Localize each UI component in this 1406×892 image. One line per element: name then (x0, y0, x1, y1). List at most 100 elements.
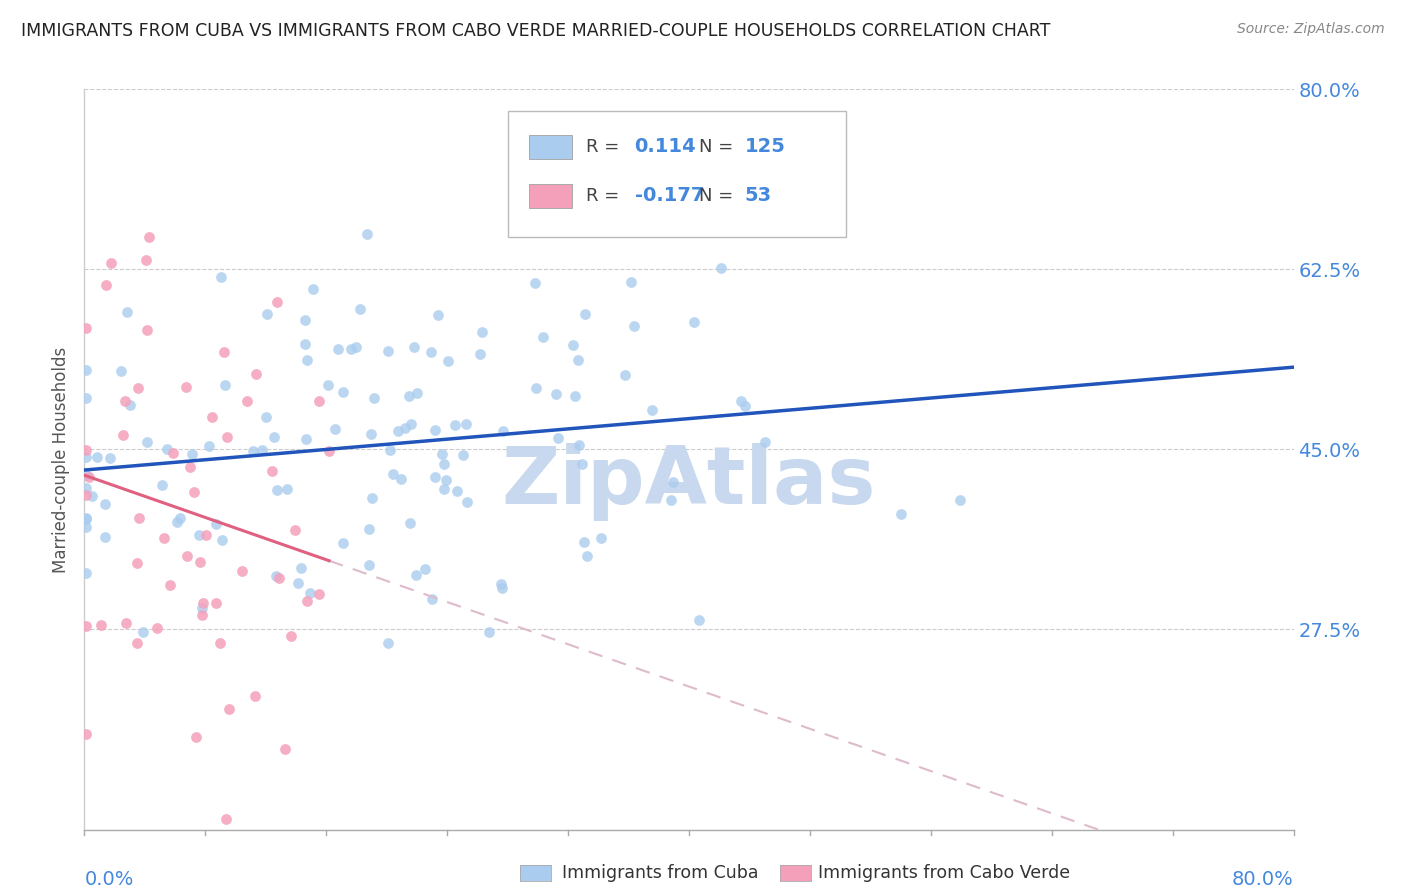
Point (949, 493, 972, 508)
Point (201, 410, 224, 425)
Point (710, 260, 733, 275)
Point (456, 495, 478, 509)
Point (183, 484, 205, 499)
Point (266, 294, 288, 309)
Text: 0.114: 0.114 (634, 137, 696, 156)
Point (209, 270, 232, 285)
Text: R =: R = (586, 138, 626, 156)
Text: R =: R = (586, 186, 626, 205)
Point (214, 377, 236, 392)
FancyBboxPatch shape (508, 112, 846, 237)
Point (204, 516, 226, 531)
Point (567, 438, 589, 452)
Point (332, 536, 354, 550)
Point (524, 382, 547, 396)
Point (433, 457, 456, 471)
Point (128, 511, 150, 525)
Point (571, 457, 593, 471)
Point (349, 302, 371, 317)
Point (194, 527, 217, 541)
Point (359, 522, 381, 536)
Point (491, 582, 513, 596)
Point (284, 523, 307, 537)
Point (641, 402, 664, 417)
Text: N =: N = (699, 138, 738, 156)
Point (169, 510, 191, 524)
Point (153, 531, 176, 545)
Point (682, 315, 704, 329)
Point (546, 386, 568, 401)
Point (574, 307, 596, 321)
Point (547, 431, 569, 445)
Point (204, 597, 226, 611)
Point (468, 346, 491, 360)
Point (93, 530, 115, 544)
Point (274, 741, 297, 756)
Point (394, 421, 416, 435)
Text: ZipAtlas: ZipAtlas (502, 442, 876, 521)
Point (75, 443, 97, 458)
Point (80, 489, 103, 503)
Point (176, 549, 198, 563)
Point (159, 578, 181, 592)
Point (294, 337, 316, 351)
Point (254, 409, 277, 424)
Point (188, 527, 211, 541)
Point (295, 594, 318, 608)
Point (316, 377, 339, 392)
Point (620, 275, 643, 289)
Point (298, 586, 321, 600)
Point (75, 320, 97, 334)
Point (623, 319, 645, 334)
Point (191, 608, 214, 623)
Point (382, 467, 405, 481)
Point (405, 568, 427, 582)
Point (344, 339, 367, 353)
Point (262, 464, 284, 478)
Point (75, 511, 97, 525)
Point (75, 391, 97, 405)
Point (575, 549, 598, 563)
Point (420, 591, 443, 606)
Point (478, 624, 501, 639)
Point (94, 497, 117, 511)
Point (287, 576, 309, 591)
Point (378, 442, 401, 457)
Point (734, 400, 756, 414)
Point (98, 450, 121, 465)
Point (100, 256, 122, 270)
Point (256, 307, 278, 321)
Point (75, 618, 97, 632)
Point (591, 531, 613, 545)
Point (193, 596, 215, 610)
Point (75, 488, 97, 502)
Point (198, 439, 221, 453)
Point (266, 483, 288, 497)
Point (404, 340, 426, 354)
Point (406, 386, 429, 401)
Point (162, 446, 184, 460)
Point (471, 325, 494, 339)
Text: Source: ZipAtlas.com: Source: ZipAtlas.com (1237, 22, 1385, 37)
Point (75, 467, 97, 482)
Point (308, 587, 330, 601)
Point (659, 493, 682, 508)
Point (318, 444, 340, 458)
Point (75, 726, 97, 740)
Point (138, 230, 160, 244)
Point (180, 447, 202, 461)
Point (524, 276, 547, 290)
Point (136, 322, 159, 336)
Point (562, 338, 585, 352)
Point (377, 343, 399, 358)
Point (190, 601, 212, 615)
Point (115, 305, 138, 319)
Point (443, 418, 465, 433)
Text: 80.0%: 80.0% (1232, 871, 1294, 889)
Point (75, 363, 97, 377)
Point (360, 426, 382, 441)
Point (179, 460, 201, 475)
Point (75, 450, 97, 465)
Point (132, 625, 155, 640)
Point (264, 569, 287, 583)
